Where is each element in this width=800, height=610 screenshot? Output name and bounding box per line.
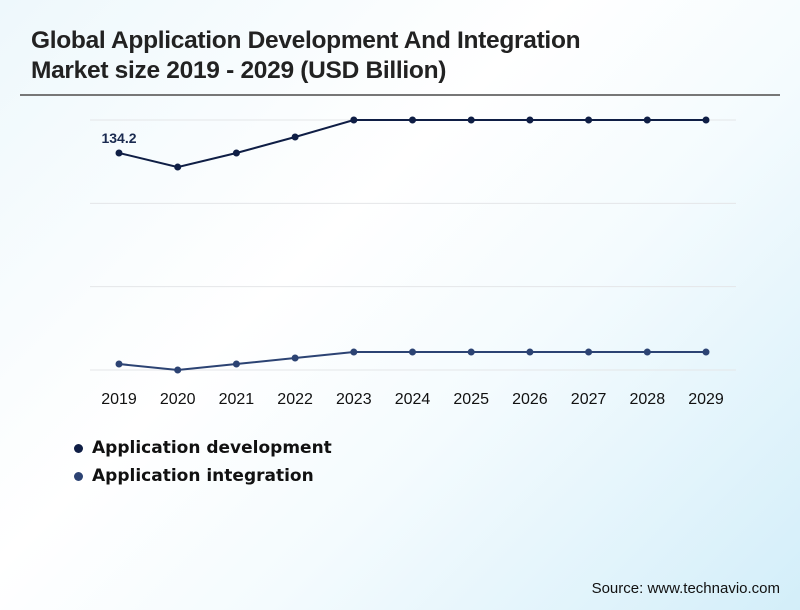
- legend: Application development Application inte…: [74, 434, 332, 490]
- series-points: [115, 116, 710, 374]
- x-tick-label: 2021: [219, 391, 255, 408]
- data-point: [115, 360, 123, 368]
- series-line-0: [118, 119, 706, 169]
- data-point: [291, 133, 299, 141]
- data-point: [232, 149, 240, 157]
- series-lines: [118, 119, 706, 372]
- data-point: [702, 348, 710, 356]
- x-tick-label: 2022: [277, 391, 313, 408]
- data-label: 134.2: [101, 130, 136, 146]
- data-point: [585, 116, 593, 124]
- x-tick-label: 2029: [688, 391, 724, 408]
- x-tick-label: 2019: [101, 391, 137, 408]
- x-tick-label: 2020: [160, 391, 196, 408]
- x-tick-label: 2024: [395, 391, 431, 408]
- data-point: [409, 348, 416, 356]
- data-point: [232, 360, 240, 368]
- data-point: [115, 149, 123, 157]
- gridlines: [90, 119, 736, 371]
- data-point: [174, 366, 182, 374]
- data-point: [467, 116, 475, 124]
- x-tick-label: 2025: [453, 391, 489, 408]
- data-point: [350, 348, 358, 356]
- chart-title: Global Application Development And Integ…: [31, 27, 581, 84]
- data-point: [702, 116, 710, 124]
- data-point: [291, 354, 299, 362]
- legend-label: Application integration: [92, 466, 314, 486]
- legend-marker-icon: [74, 471, 83, 481]
- data-labels: 134.2: [101, 130, 136, 146]
- data-point: [409, 116, 416, 124]
- data-point: [526, 116, 534, 124]
- title-divider: [20, 94, 780, 96]
- x-axis-ticks: 2019 2020 2021 2022 2023 2024 2025 2026 2027 2028…: [101, 391, 724, 408]
- legend-label: Application development: [92, 438, 332, 458]
- data-point: [350, 116, 358, 124]
- x-tick-label: 2023: [336, 391, 372, 408]
- data-point: [643, 116, 651, 124]
- legend-item-application-integration[interactable]: Application integration: [74, 462, 332, 490]
- x-tick-label: 2026: [512, 391, 548, 408]
- data-point: [526, 348, 534, 356]
- source-note: Source: www.technavio.com: [591, 580, 780, 597]
- data-point: [467, 348, 475, 356]
- x-tick-label: 2028: [630, 391, 666, 408]
- data-point: [174, 163, 182, 171]
- legend-item-application-development[interactable]: Application development: [74, 434, 332, 462]
- data-point: [585, 348, 593, 356]
- legend-marker-icon: [74, 443, 83, 453]
- x-tick-label: 2027: [571, 391, 607, 408]
- data-point: [643, 348, 651, 356]
